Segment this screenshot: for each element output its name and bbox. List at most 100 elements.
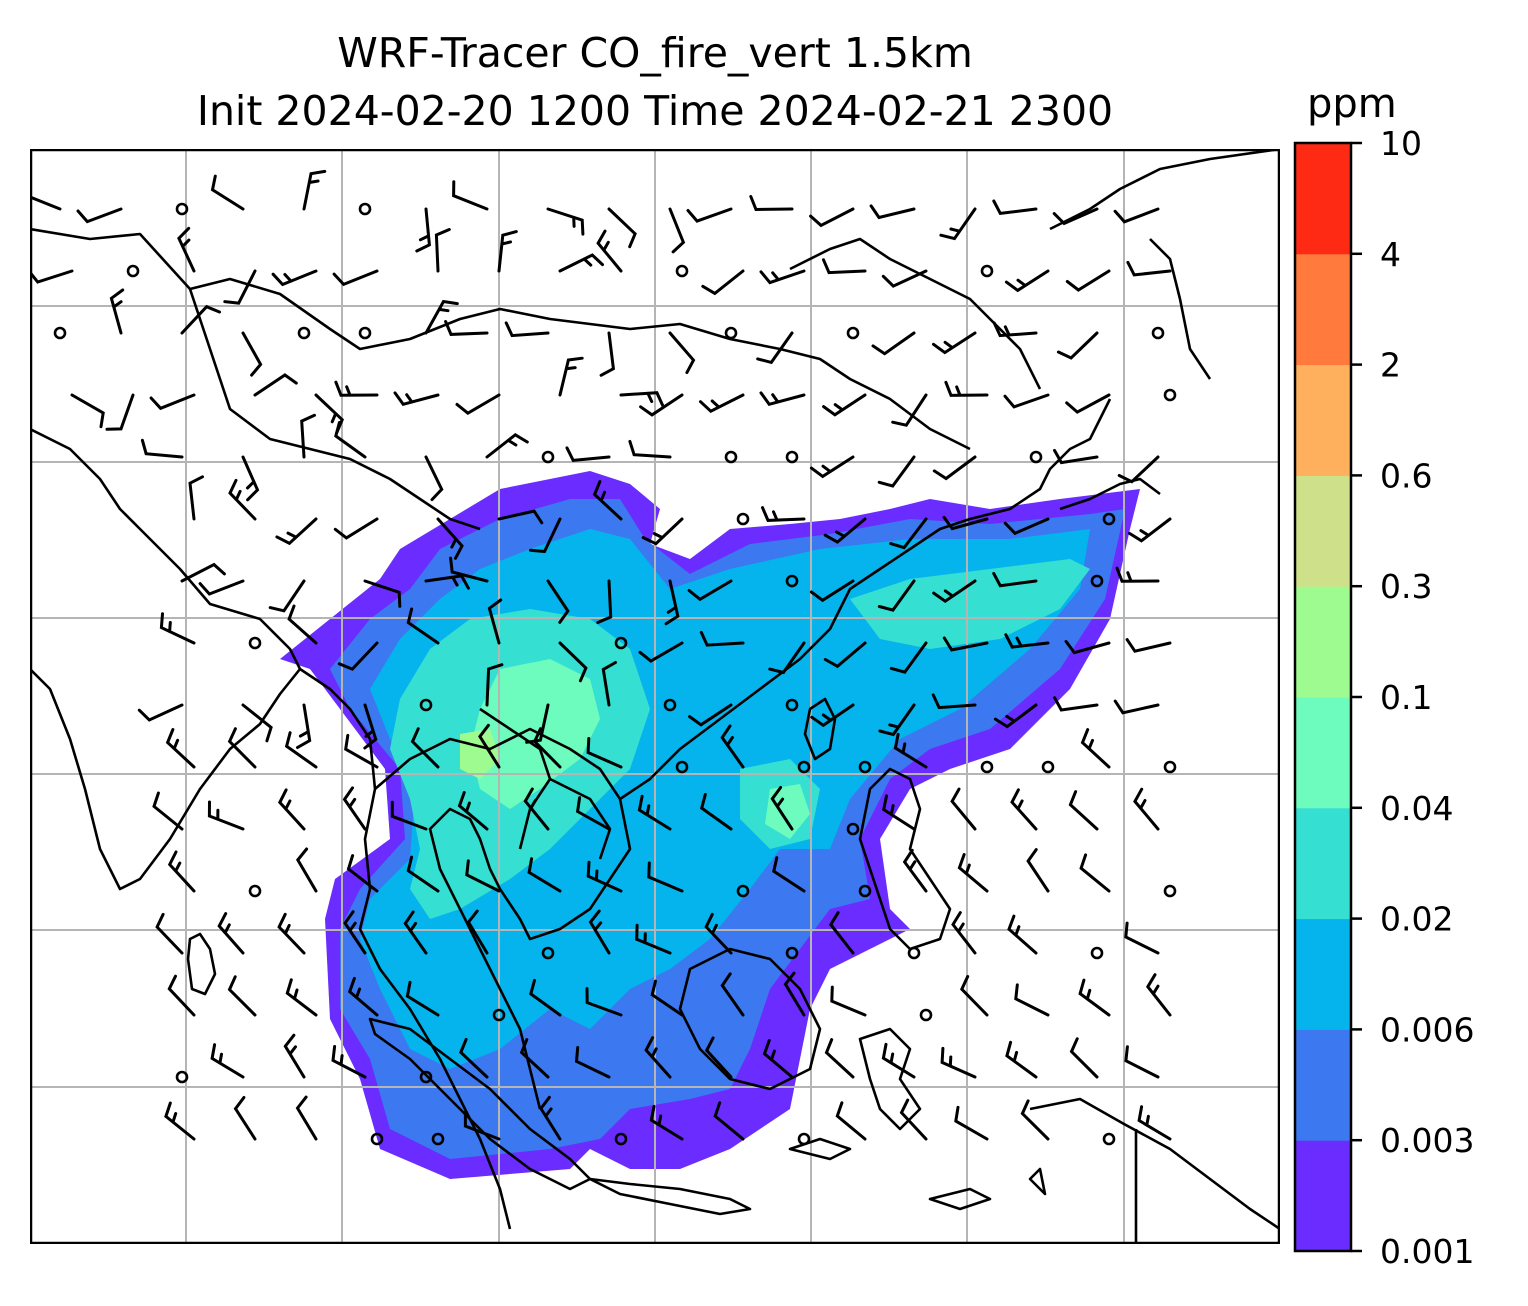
wind-barb	[687, 579, 733, 602]
calm-circle	[919, 1008, 933, 1022]
colorbar-tick-label: 0.04	[1380, 789, 1453, 828]
wind-barb	[762, 1039, 794, 1079]
wind-barb	[452, 180, 489, 211]
wind-barb	[592, 480, 623, 521]
wind-barb	[596, 579, 613, 624]
plume-level-5	[470, 659, 600, 809]
wind-barb	[939, 207, 977, 241]
wind-barb	[198, 579, 245, 596]
wind-barb	[30, 195, 62, 211]
wind-barb	[527, 857, 562, 893]
wind-barb	[497, 509, 544, 525]
calm-circle	[1102, 1132, 1116, 1146]
wind-barb	[277, 912, 306, 955]
calm-circle	[846, 326, 860, 340]
wind-barb	[772, 856, 806, 893]
wind-barb	[899, 1098, 928, 1141]
wind-barb	[188, 475, 204, 521]
wind-barb	[167, 850, 196, 893]
wind-barb	[343, 910, 367, 955]
wind-barb	[942, 515, 989, 531]
wind-barb	[332, 269, 379, 287]
coastlines	[30, 149, 1280, 1244]
wind-barb	[889, 641, 928, 674]
wind-barb	[957, 853, 989, 893]
colorbar-box	[1295, 1029, 1351, 1141]
wind-barb	[641, 517, 684, 546]
wind-barb	[638, 641, 684, 663]
wind-barb	[227, 975, 257, 1017]
wind-barb	[1020, 1099, 1050, 1141]
plume-level-5b	[765, 784, 810, 839]
wind-barb	[1053, 696, 1099, 712]
wind-barb	[881, 1042, 916, 1079]
calm-circle	[797, 1132, 811, 1146]
wind-barb	[167, 974, 196, 1017]
colorbar-box	[1295, 253, 1351, 366]
wind-barb	[1117, 455, 1160, 484]
wind-barb	[882, 794, 916, 831]
calm-circle	[541, 450, 555, 464]
wind-barb	[546, 207, 585, 236]
wind-barb	[302, 169, 327, 211]
calm-circle	[431, 1132, 445, 1146]
wind-barb	[241, 331, 263, 377]
calm-circle	[980, 760, 994, 774]
calm-circle	[1090, 946, 1104, 960]
calm-circle	[1029, 450, 1043, 464]
calm-circle	[785, 574, 799, 588]
wind-barb	[768, 641, 806, 675]
wind-barb	[1125, 638, 1172, 653]
plume-level-6	[460, 729, 500, 779]
wind-barb	[1005, 1040, 1038, 1079]
wind-barb	[756, 331, 794, 365]
wind-barb	[992, 321, 1038, 338]
colorbar-box	[1295, 364, 1351, 476]
wind-barb	[149, 393, 196, 411]
wind-barb	[424, 455, 444, 502]
wind-barb	[954, 1105, 989, 1141]
wind-barb	[497, 230, 518, 273]
wind-barb	[585, 987, 623, 1017]
wind-barb	[950, 787, 977, 831]
wind-barb	[1113, 699, 1160, 715]
wind-barb	[639, 393, 684, 417]
wind-barb	[931, 693, 977, 710]
wind-barb	[140, 438, 184, 459]
wind-barb	[869, 204, 916, 220]
wind-barb	[539, 1095, 562, 1141]
wind-barb	[415, 207, 431, 253]
wind-barb	[1126, 260, 1172, 277]
wind-barb	[295, 847, 318, 893]
colorbar: 0.001 0.003 0.006 0.02 0.04 0.1 0.3 0.6 2 4 10	[1293, 124, 1474, 1271]
wind-barb	[155, 912, 184, 955]
calm-circle	[53, 326, 67, 340]
wind-barb	[268, 579, 306, 613]
wind-barb	[165, 728, 196, 769]
wind-barb	[1124, 921, 1160, 955]
wind-barb	[164, 1101, 196, 1141]
wind-barb	[1004, 269, 1050, 293]
colorbar-tick-label: 0.1	[1380, 678, 1432, 717]
wind-barb	[333, 517, 379, 540]
wind-barb	[210, 1043, 245, 1079]
wind-barb	[253, 373, 298, 397]
wind-barb	[992, 199, 1038, 216]
wind-barb	[463, 1110, 501, 1141]
wind-barb	[223, 269, 257, 305]
gridlines	[30, 149, 1280, 1244]
calm-circle	[358, 202, 372, 216]
wind-barb	[824, 1038, 855, 1079]
wind-barb	[1007, 914, 1038, 955]
calm-circle	[858, 884, 872, 898]
wind-barb	[334, 380, 379, 397]
wind-barb	[893, 732, 928, 769]
wind-barb	[1068, 790, 1099, 831]
wind-barb	[810, 703, 855, 728]
wind-barb	[1069, 1037, 1099, 1079]
wind-barb	[523, 787, 550, 831]
wind-barb	[822, 258, 867, 275]
calm-circle	[858, 760, 872, 774]
calm-circle	[297, 326, 311, 340]
wind-barb	[285, 978, 318, 1017]
